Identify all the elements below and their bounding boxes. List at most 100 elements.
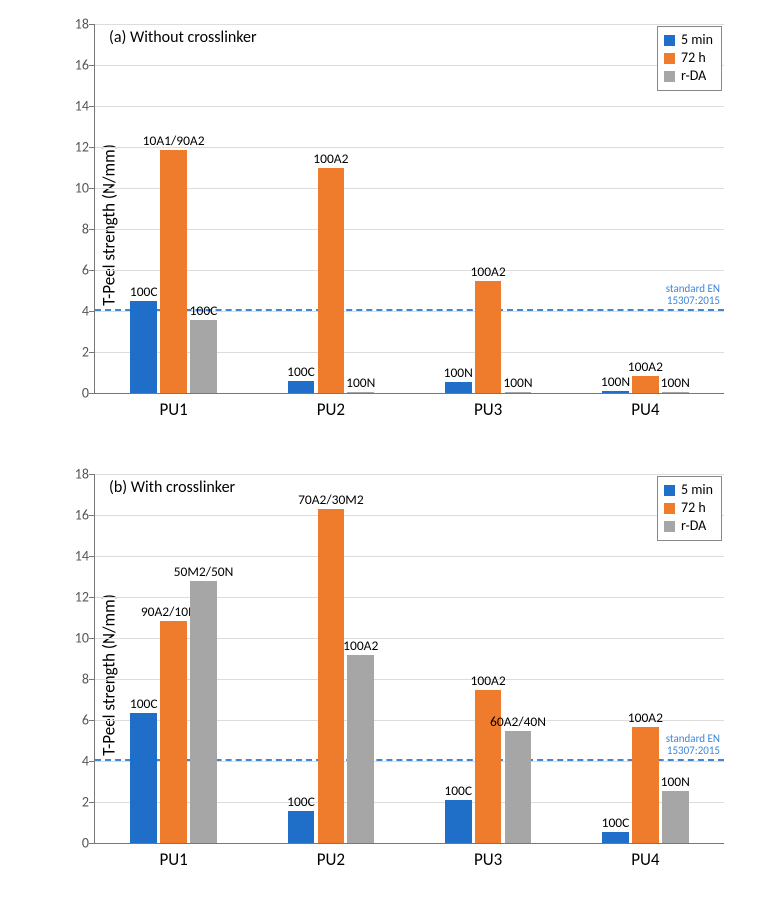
bar-label: 100A2 bbox=[628, 709, 663, 726]
gridline bbox=[95, 515, 724, 516]
legend-swatch bbox=[664, 71, 675, 82]
plot-area-a: 024681012141618standard EN15307:2015(a) … bbox=[94, 24, 724, 394]
bar-srda bbox=[662, 392, 689, 393]
legend-swatch bbox=[664, 485, 675, 496]
y-tick-label: 4 bbox=[55, 753, 95, 770]
y-tick-label: 12 bbox=[55, 139, 95, 156]
legend-label: r-DA bbox=[681, 517, 706, 535]
bar-srda bbox=[347, 655, 374, 843]
bar-label: 10A1/90A2 bbox=[143, 132, 205, 149]
y-tick-label: 18 bbox=[55, 16, 95, 33]
bar-s5min bbox=[130, 713, 157, 843]
bar-label: 100A2 bbox=[313, 150, 348, 167]
bar-label: 100C bbox=[444, 782, 472, 799]
bar-label: 100N bbox=[661, 773, 690, 790]
category-label: PU3 bbox=[474, 393, 502, 420]
gridline bbox=[95, 474, 724, 475]
bar-s72h bbox=[318, 168, 345, 394]
y-tick-label: 2 bbox=[55, 794, 95, 811]
gridline bbox=[95, 556, 724, 557]
bar-label: 100N bbox=[346, 374, 375, 391]
gridline bbox=[95, 229, 724, 230]
bar-label: 100N bbox=[661, 374, 690, 391]
legend-label: 72 h bbox=[681, 499, 706, 517]
bar-label: 100A2 bbox=[628, 358, 663, 375]
bar-s72h bbox=[160, 621, 187, 843]
y-tick-label: 18 bbox=[55, 466, 95, 483]
y-tick-label: 6 bbox=[55, 712, 95, 729]
bar-label: 100A2 bbox=[343, 637, 378, 654]
bar-srda bbox=[662, 791, 689, 843]
bar-label: 100A2 bbox=[471, 672, 506, 689]
reference-label-line2: 15307:2015 bbox=[667, 744, 720, 757]
y-tick-label: 16 bbox=[55, 507, 95, 524]
legend-swatch bbox=[664, 35, 675, 46]
bar-s5min bbox=[288, 381, 315, 393]
category-label: PU4 bbox=[631, 843, 659, 870]
reference-label: standard EN15307:2015 bbox=[666, 283, 720, 307]
bar-label: 100C bbox=[130, 695, 158, 712]
bar-label: 100C bbox=[130, 283, 158, 300]
bar-label: 50M2/50N bbox=[174, 563, 234, 580]
legend-label: 72 h bbox=[681, 49, 706, 67]
bar-label: 100A2 bbox=[471, 263, 506, 280]
bar-s72h bbox=[475, 281, 502, 393]
y-tick-label: 16 bbox=[55, 57, 95, 74]
figure-root: T-Peel strength (N/mm) 024681012141618st… bbox=[0, 0, 764, 916]
gridline bbox=[95, 65, 724, 66]
bar-label: 100N bbox=[601, 373, 630, 390]
y-tick-label: 14 bbox=[55, 98, 95, 115]
reference-label-line1: standard EN bbox=[666, 282, 720, 295]
legend-swatch bbox=[664, 53, 675, 64]
legend-swatch bbox=[664, 521, 675, 532]
bar-s5min bbox=[602, 391, 629, 393]
bar-label: 100C bbox=[602, 814, 630, 831]
legend-label: 5 min bbox=[681, 481, 713, 499]
y-tick-label: 14 bbox=[55, 548, 95, 565]
bar-s5min bbox=[445, 800, 472, 843]
bar-s5min bbox=[445, 382, 472, 393]
bar-s72h bbox=[632, 376, 659, 393]
subplot-title: (a) Without crosslinker bbox=[109, 28, 257, 47]
legend-row: 72 h bbox=[664, 49, 713, 67]
bar-s5min bbox=[602, 832, 629, 843]
legend-row: 5 min bbox=[664, 481, 713, 499]
gridline bbox=[95, 24, 724, 25]
y-tick-label: 10 bbox=[55, 180, 95, 197]
bar-label: 100N bbox=[503, 374, 532, 391]
subplot-title: (b) With crosslinker bbox=[109, 478, 235, 497]
bar-srda bbox=[505, 731, 532, 843]
category-label: PU3 bbox=[474, 843, 502, 870]
reference-label-line2: 15307:2015 bbox=[667, 294, 720, 307]
legend-label: 5 min bbox=[681, 31, 713, 49]
bar-srda bbox=[190, 581, 217, 843]
bar-s72h bbox=[318, 509, 345, 843]
gridline bbox=[95, 270, 724, 271]
category-label: PU2 bbox=[317, 393, 345, 420]
legend-swatch bbox=[664, 503, 675, 514]
bar-s72h bbox=[632, 727, 659, 843]
legend-row: r-DA bbox=[664, 67, 713, 85]
bar-label: 100C bbox=[287, 363, 315, 380]
category-label: PU1 bbox=[159, 393, 187, 420]
legend-row: 72 h bbox=[664, 499, 713, 517]
legend: 5 min72 hr-DA bbox=[657, 476, 722, 541]
legend: 5 min72 hr-DA bbox=[657, 26, 722, 91]
y-tick-label: 4 bbox=[55, 303, 95, 320]
bar-s5min bbox=[288, 811, 315, 843]
y-tick-label: 2 bbox=[55, 344, 95, 361]
bar-srda bbox=[505, 392, 532, 393]
bar-srda bbox=[190, 320, 217, 393]
bar-s72h bbox=[160, 150, 187, 393]
bar-label: 60A2/40N bbox=[490, 713, 546, 730]
gridline bbox=[95, 106, 724, 107]
legend-label: r-DA bbox=[681, 67, 706, 85]
bar-s5min bbox=[130, 301, 157, 393]
panel-a: T-Peel strength (N/mm) 024681012141618st… bbox=[22, 10, 742, 440]
y-tick-label: 6 bbox=[55, 262, 95, 279]
y-tick-label: 8 bbox=[55, 671, 95, 688]
category-label: PU4 bbox=[631, 393, 659, 420]
legend-row: 5 min bbox=[664, 31, 713, 49]
reference-label-line1: standard EN bbox=[666, 732, 720, 745]
reference-label: standard EN15307:2015 bbox=[666, 733, 720, 757]
